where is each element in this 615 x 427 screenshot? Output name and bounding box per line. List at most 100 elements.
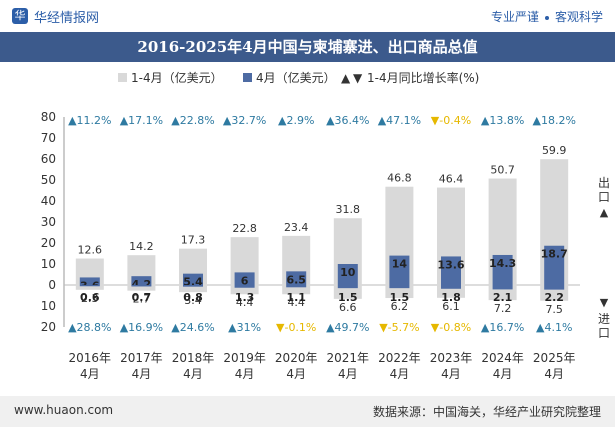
x-category-label: 2022年 4月 <box>378 351 421 381</box>
import-growth-value: 31% <box>237 321 261 334</box>
y-tick-label: 50 <box>41 173 56 187</box>
import-april-label: 1.5 <box>390 291 410 304</box>
export-jan-apr-label: 17.3 <box>181 234 206 247</box>
export-growth-label: ▲47.1% <box>378 114 421 127</box>
import-growth-value: 24.6% <box>180 321 215 334</box>
legend-growth-up-icon: ▲ <box>341 71 351 85</box>
export-april-bar <box>337 264 358 285</box>
x-category-line: 4月 <box>390 367 410 381</box>
x-category-label: 2017年 4月 <box>120 351 163 381</box>
growth-up-icon: ▲ <box>326 114 335 127</box>
import-growth-label: ▲16.9% <box>120 321 163 334</box>
import-april-label: 1.1 <box>286 291 306 304</box>
growth-down-icon: ▼ <box>276 321 285 334</box>
import-side-label: ▼ 进口 <box>597 296 611 340</box>
export-april-bar <box>389 255 410 285</box>
import-jan-apr-label: 7.2 <box>494 302 512 315</box>
export-april-label: 14.3 <box>489 257 516 270</box>
y-tick-label: 0 <box>48 278 56 292</box>
y-tick-label: 40 <box>41 194 56 208</box>
slogan: 专业严谨 客观科学 <box>491 8 603 25</box>
brand-name: 华经情报网 <box>34 11 100 26</box>
export-growth-value: 18.2% <box>541 114 576 127</box>
import-april-bar <box>286 285 307 288</box>
x-category-label: 2021年 4月 <box>327 351 370 381</box>
x-category-line: 2016年 <box>69 351 112 365</box>
export-growth-label: ▲36.4% <box>326 114 369 127</box>
import-jan-apr-label: 2.7 <box>133 293 151 306</box>
title-bar: 2016-2025年4月中国与柬埔寨进、出口商品总值 <box>0 32 615 62</box>
export-jan-apr-label: 31.8 <box>336 203 361 216</box>
x-category-line: 4月 <box>235 367 255 381</box>
growth-up-icon: ▲ <box>481 321 490 334</box>
export-april-bar <box>286 271 307 285</box>
import-april-bar <box>544 285 565 290</box>
slogan-right: 客观科学 <box>554 10 603 24</box>
import-growth-label: ▲24.6% <box>171 321 214 334</box>
export-growth-label: ▲2.9% <box>278 114 314 127</box>
y-tick-label: 20 <box>41 236 56 250</box>
growth-down-icon: ▼ <box>431 321 440 334</box>
x-category-label: 2019年 4月 <box>223 351 266 381</box>
x-category-line: 2025年 <box>533 351 576 365</box>
export-growth-value: 36.4% <box>335 114 370 127</box>
import-april-bar <box>441 285 461 289</box>
export-growth-value: 17.1% <box>128 114 163 127</box>
y-tick-label: 20 <box>41 320 56 334</box>
growth-up-icon: ▲ <box>532 114 541 127</box>
export-april-label: 6.5 <box>286 273 306 286</box>
growth-up-icon: ▲ <box>68 114 77 127</box>
import-growth-value: 49.7% <box>335 321 370 334</box>
x-category-label: 2020年 4月 <box>275 351 318 381</box>
import-jan-apr-label: 6.2 <box>391 300 409 313</box>
import-april-bar <box>183 285 203 287</box>
brand-logo-icon: 华 <box>12 8 28 24</box>
x-category-line: 2020年 <box>275 351 318 365</box>
export-growth-label: ▲11.2% <box>68 114 111 127</box>
x-category-line: 4月 <box>441 367 461 381</box>
export-jan-apr-label: 46.8 <box>387 172 412 185</box>
import-growth-value: -5.7% <box>388 321 420 334</box>
import-jan-apr-bar <box>282 285 311 295</box>
growth-up-icon: ▲ <box>120 321 129 334</box>
import-april-label: 0.6 <box>80 291 100 304</box>
export-growth-value: 47.1% <box>386 114 421 127</box>
import-growth-value: 4.1% <box>544 321 572 334</box>
growth-up-icon: ▲ <box>228 321 237 334</box>
export-jan-apr-label: 14.2 <box>129 240 154 253</box>
export-growth-value: -0.4% <box>439 114 471 127</box>
export-jan-apr-label: 46.4 <box>439 173 464 186</box>
footer: www.huaon.com 数据来源：中国海关，华经产业研究院整理 <box>0 396 615 427</box>
growth-up-icon: ▲ <box>378 114 387 127</box>
import-growth-label: ▲16.7% <box>481 321 524 334</box>
y-tick-label: 10 <box>41 299 56 313</box>
top-bar: 华 华经情报网 专业严谨 客观科学 <box>0 0 615 32</box>
legend-label-april: 4月（亿美元） <box>256 70 336 85</box>
import-april-bar <box>234 285 255 288</box>
export-jan-apr-label: 50.7 <box>490 164 515 177</box>
export-april-label: 13.6 <box>437 258 464 271</box>
import-growth-label: ▲4.1% <box>536 321 572 334</box>
import-jan-apr-label: 2.3 <box>81 292 99 305</box>
legend-label-growth: 1-4月同比增长率(%) <box>367 70 479 85</box>
x-category-line: 4月 <box>80 367 100 381</box>
import-april-bar <box>492 285 513 290</box>
export-growth-value: 13.8% <box>489 114 524 127</box>
x-category-line: 4月 <box>338 367 358 381</box>
import-growth-value: 28.8% <box>77 321 112 334</box>
export-april-bar <box>234 272 255 285</box>
growth-down-icon: ▼ <box>379 321 388 334</box>
growth-up-icon: ▲ <box>326 321 335 334</box>
footer-source: 数据来源：中国海关，华经产业研究院整理 <box>372 405 601 419</box>
y-tick-label: 60 <box>41 152 56 166</box>
export-side-text: 出口 <box>597 176 610 204</box>
x-category-label: 2018年 4月 <box>172 351 215 381</box>
import-april-bar <box>337 285 358 289</box>
export-april-bar <box>544 245 565 285</box>
import-growth-label: ▼-5.7% <box>379 321 419 334</box>
export-april-label: 10 <box>340 266 356 279</box>
import-jan-apr-bar <box>75 285 104 290</box>
x-category-line: 2024年 <box>481 351 524 365</box>
import-april-bar <box>389 285 410 289</box>
chart-title: 2016-2025年4月中国与柬埔寨进、出口商品总值 <box>137 38 478 56</box>
